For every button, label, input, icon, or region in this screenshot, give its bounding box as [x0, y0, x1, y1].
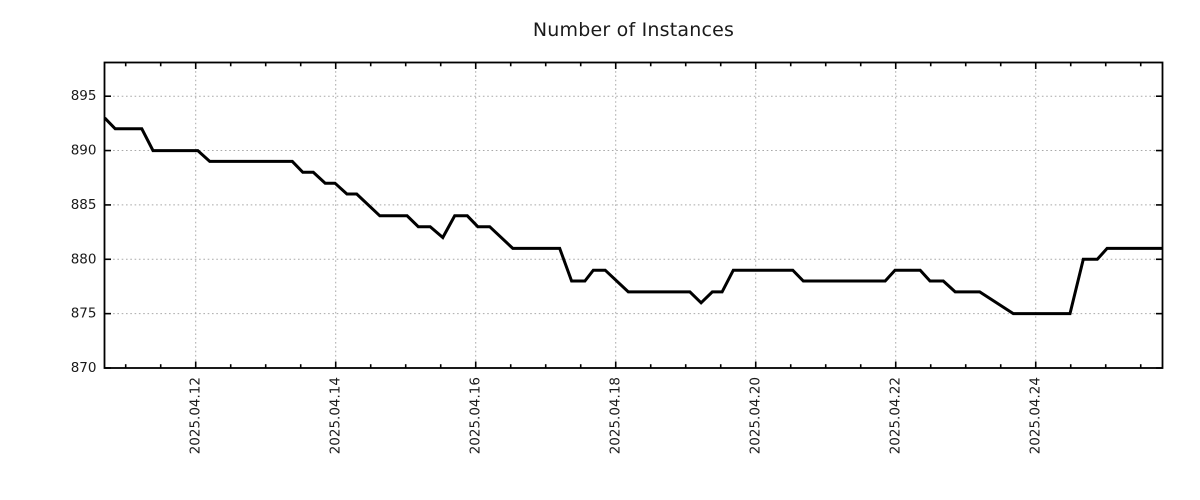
x-tick-label: 2025.04.12: [188, 377, 204, 454]
x-tick-label: 2025.04.24: [1028, 377, 1044, 454]
y-tick-label: 870: [71, 360, 97, 376]
y-tick-label: 885: [71, 197, 97, 213]
x-tick-label: 2025.04.18: [608, 377, 624, 454]
series-line-instances: [103, 116, 1163, 316]
x-tick-label: 2025.04.14: [328, 377, 344, 454]
y-tick-label: 875: [71, 306, 97, 322]
x-tick-label: 2025.04.20: [748, 377, 764, 454]
y-tick-label: 890: [71, 143, 97, 159]
y-tick-label: 895: [71, 88, 97, 104]
y-tick-label: 880: [71, 251, 97, 267]
x-tick-label: 2025.04.16: [468, 377, 484, 454]
plot-border: [103, 61, 1164, 369]
chart-title: Number of Instances: [532, 19, 735, 41]
x-tick-label: 2025.04.22: [888, 377, 904, 454]
